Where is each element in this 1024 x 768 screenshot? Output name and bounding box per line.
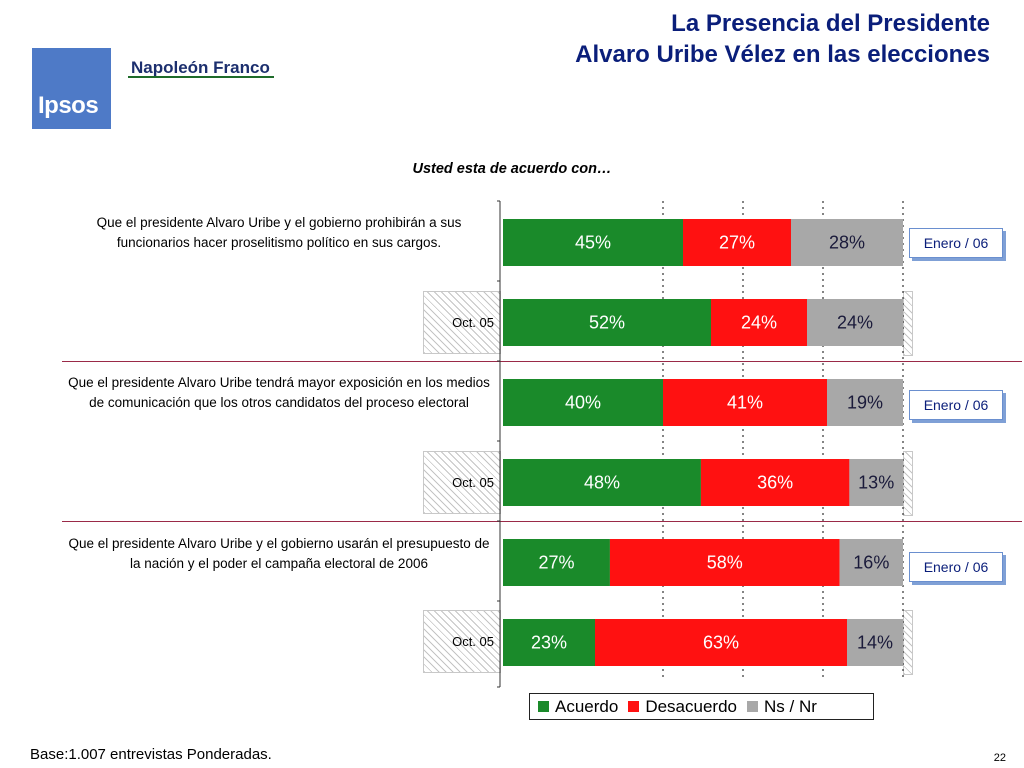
bar-segment: [503, 539, 610, 586]
legend-swatch-desacuerdo: [628, 701, 640, 712]
slide-title-line1: La Presencia del Presidente: [671, 10, 990, 37]
bar-data-label: 13%: [858, 473, 894, 493]
statement-1: Que el presidente Alvaro Uribe y el gobi…: [96, 215, 462, 250]
bar-segment: [503, 299, 711, 346]
bar-segment: [609, 539, 840, 586]
hatch-right: [903, 291, 913, 356]
period-badge-enero06: Enero / 06: [909, 390, 1003, 420]
ipsos-logo-text: Ipsos: [38, 92, 99, 119]
statement-2: Que el presidente Alvaro Uribe tendrá ma…: [68, 375, 490, 410]
bar-data-label: 63%: [703, 633, 739, 653]
period-label-oct05: Oct. 05: [423, 291, 501, 354]
bar-data-label: 14%: [857, 633, 893, 653]
bar-segment: [663, 379, 827, 426]
bar-segment: [807, 299, 903, 346]
statement-3: Que el presidente Alvaro Uribe y el gobi…: [68, 536, 490, 571]
bar-data-label: 40%: [565, 393, 601, 413]
legend-swatch-acuerdo: [538, 701, 549, 712]
bar-data-label: 23%: [531, 633, 567, 653]
bar-data-label: 45%: [575, 233, 611, 253]
legend-item-desacuerdo: Desacuerdo: [628, 697, 737, 717]
bar-segment: [827, 379, 903, 426]
bar-segment: [595, 619, 847, 666]
legend-item-nsnr: Ns / Nr: [747, 697, 817, 717]
bar-data-label: 41%: [727, 393, 763, 413]
bar-data-label: 27%: [538, 553, 574, 573]
bar-segment: [711, 299, 807, 346]
bar-data-label: 36%: [757, 473, 793, 493]
bar-data-label: 52%: [589, 313, 625, 333]
period-badge-enero06: Enero / 06: [909, 228, 1003, 258]
bar-segment: [791, 219, 903, 266]
bar-segment: [700, 459, 850, 506]
period-label-oct05: Oct. 05: [423, 610, 501, 673]
legend-swatch-nsnr: [747, 701, 758, 712]
bar-data-label: 24%: [837, 313, 873, 333]
ipsos-logo: [32, 48, 111, 129]
bar-segment: [849, 459, 903, 506]
base-note: Base:1.007 entrevistas Ponderadas.: [30, 746, 272, 763]
slide-title-line2: Alvaro Uribe Vélez en las elecciones: [575, 41, 990, 68]
period-label-oct05: Oct. 05: [423, 451, 501, 514]
brand-underline: [128, 76, 274, 78]
legend-label: Desacuerdo: [645, 696, 737, 716]
brand-name: Napoleón Franco: [131, 58, 270, 77]
group-separator: [62, 521, 1022, 522]
hatch-right: [903, 610, 913, 675]
bar-data-label: 19%: [847, 393, 883, 413]
chart-title: Usted esta de acuerdo con…: [412, 161, 612, 177]
bar-data-label: 24%: [741, 313, 777, 333]
bar-segment: [503, 379, 663, 426]
bar-segment: [683, 219, 791, 266]
legend-label: Ns / Nr: [764, 696, 817, 716]
legend-label: Acuerdo: [555, 696, 619, 716]
bar-segment: [503, 619, 595, 666]
period-badge-enero06: Enero / 06: [909, 552, 1003, 582]
bar-data-label: 27%: [719, 233, 755, 253]
chart-legend: Acuerdo Desacuerdo Ns / Nr: [529, 693, 874, 720]
group-separator: [62, 361, 1022, 362]
bar-segment: [503, 459, 701, 506]
slide-title: La Presencia del Presidente Alvaro Uribe…: [575, 8, 990, 70]
bar-data-label: 48%: [584, 473, 620, 493]
bar-segment: [847, 619, 903, 666]
bar-segment: [503, 219, 683, 266]
bar-data-label: 16%: [853, 553, 889, 573]
bar-data-label: 58%: [707, 553, 743, 573]
bar-data-label: 28%: [829, 233, 865, 253]
bar-segment: [839, 539, 903, 586]
page-number: 22: [993, 752, 1006, 764]
legend-item-acuerdo: Acuerdo: [538, 697, 618, 717]
